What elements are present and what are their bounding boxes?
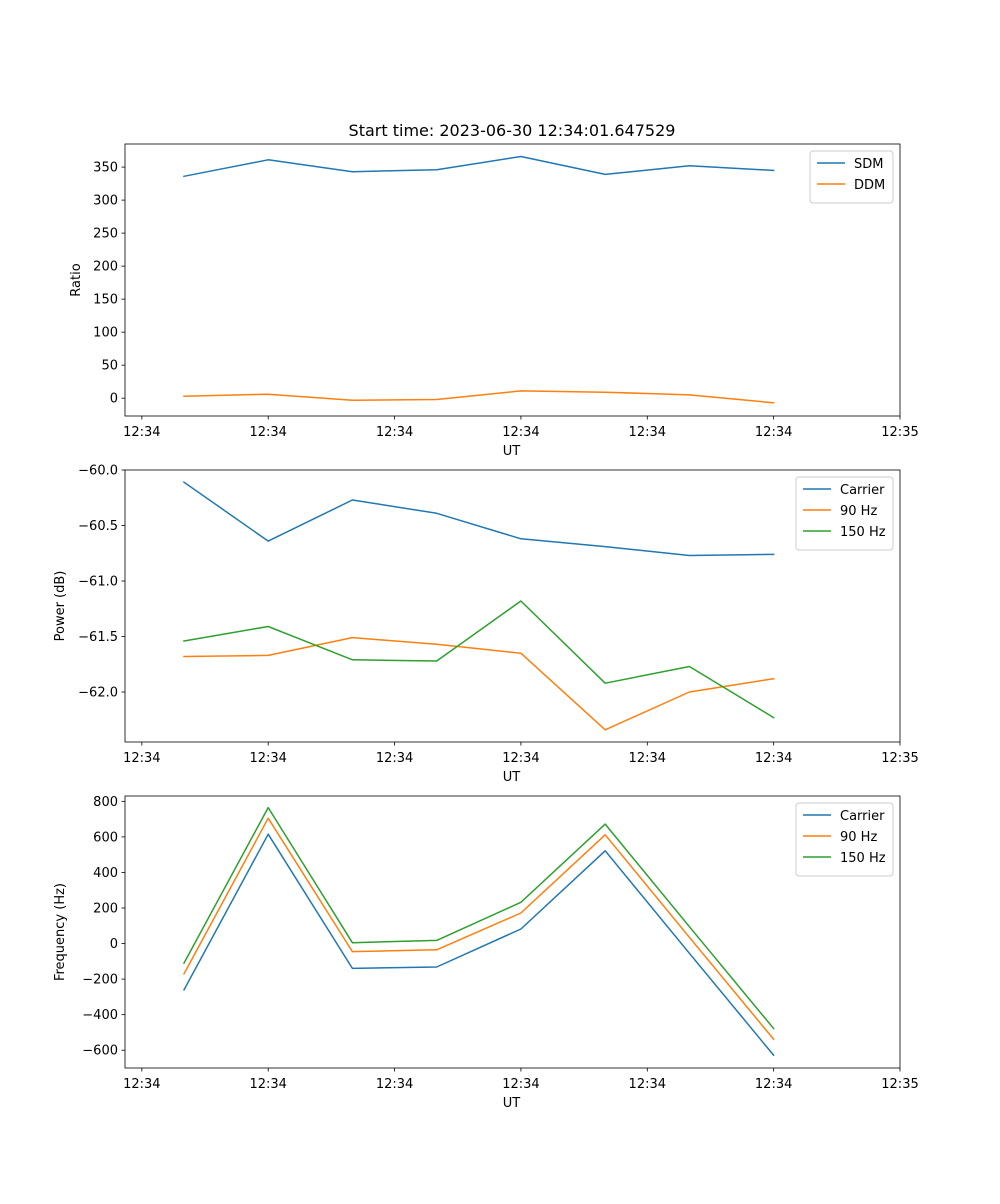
y-tick-label: 0 bbox=[110, 392, 118, 407]
chart-panel-1: 12:34 12:34 12:34 12:34 12:34 12:34 12:35 0 50 10… bbox=[69, 143, 919, 459]
y-tick-label: −600 bbox=[82, 1044, 118, 1059]
series-line-carrier bbox=[182, 833, 775, 1057]
y-tick-label: 400 bbox=[93, 866, 118, 881]
chart-panel-3: 12:34 12:34 12:34 12:34 12:34 12:34 12:35 −600 −… bbox=[53, 795, 919, 1111]
legend-label: 150 Hz bbox=[840, 525, 886, 540]
y-axis-label: Power (dB) bbox=[53, 571, 68, 642]
x-tick-label: 12:34 bbox=[249, 751, 286, 766]
legend-label: 150 Hz bbox=[840, 851, 886, 866]
x-axis-label: UT bbox=[503, 770, 521, 785]
series-line-90-hz bbox=[183, 636, 775, 731]
x-tick-label: 12:34 bbox=[123, 1077, 160, 1092]
y-tick-label: −400 bbox=[82, 1008, 118, 1023]
chart-title: Start time: 2023-06-30 12:34:01.647529 bbox=[349, 121, 676, 140]
x-tick-label: 12:34 bbox=[629, 751, 666, 766]
x-tick-label: 12:34 bbox=[755, 425, 792, 440]
y-tick-label: 50 bbox=[101, 359, 118, 374]
chart-panel-2: 12:34 12:34 12:34 12:34 12:34 12:34 12:35 −62.0… bbox=[53, 464, 919, 786]
y-tick-label: −61.5 bbox=[78, 630, 118, 645]
x-tick-label: 12:35 bbox=[881, 425, 918, 440]
x-tick-label: 12:34 bbox=[502, 1077, 539, 1092]
x-tick-label: 12:34 bbox=[249, 425, 286, 440]
y-tick-label: 250 bbox=[93, 227, 118, 242]
x-tick-label: 12:35 bbox=[881, 1077, 918, 1092]
y-tick-label: −61.0 bbox=[78, 575, 118, 590]
x-tick-label: 12:34 bbox=[755, 1077, 792, 1092]
legend-label: SDM bbox=[854, 157, 883, 172]
y-tick-label: 350 bbox=[93, 161, 118, 176]
y-tick-label: −200 bbox=[82, 973, 118, 988]
x-tick-label: 12:34 bbox=[376, 751, 413, 766]
series-line-sdm bbox=[183, 155, 775, 178]
legend-label: Carrier bbox=[840, 483, 885, 498]
plot-frame bbox=[124, 143, 901, 417]
plot-frame bbox=[124, 795, 901, 1069]
y-tick-label: 300 bbox=[93, 194, 118, 209]
x-axis-label: UT bbox=[503, 1096, 521, 1111]
legend-label: DDM bbox=[854, 178, 885, 193]
y-tick-label: 100 bbox=[93, 326, 118, 341]
y-tick-label: 800 bbox=[93, 795, 118, 810]
x-tick-label: 12:34 bbox=[502, 751, 539, 766]
x-tick-label: 12:34 bbox=[376, 1077, 413, 1092]
plot-frame bbox=[124, 469, 901, 743]
y-axis-label: Frequency (Hz) bbox=[53, 883, 68, 981]
series-line-carrier bbox=[182, 481, 775, 557]
series-line-150-hz bbox=[182, 806, 775, 1030]
series-line-150-hz bbox=[183, 600, 775, 719]
legend-label: 90 Hz bbox=[840, 830, 877, 845]
x-axis-label: UT bbox=[503, 444, 521, 459]
y-tick-label: −60.0 bbox=[78, 464, 118, 479]
x-tick-label: 12:35 bbox=[881, 751, 918, 766]
y-tick-label: 150 bbox=[93, 293, 118, 308]
y-tick-label: 200 bbox=[93, 902, 118, 917]
legend-label: Carrier bbox=[840, 809, 885, 824]
y-axis-label: Ratio bbox=[69, 263, 84, 296]
x-tick-label: 12:34 bbox=[629, 425, 666, 440]
y-tick-label: −62.0 bbox=[78, 686, 118, 701]
y-tick-label: 600 bbox=[93, 830, 118, 845]
legend-box bbox=[809, 150, 894, 204]
series-line-90-hz bbox=[182, 817, 775, 1041]
y-tick-label: 200 bbox=[93, 260, 118, 275]
y-tick-label: −60.5 bbox=[78, 519, 118, 534]
x-tick-label: 12:34 bbox=[249, 1077, 286, 1092]
x-tick-label: 12:34 bbox=[123, 751, 160, 766]
series-line-ddm bbox=[183, 390, 775, 404]
legend-label: 90 Hz bbox=[840, 504, 877, 519]
y-tick-label: 0 bbox=[110, 937, 118, 952]
x-tick-label: 12:34 bbox=[502, 425, 539, 440]
x-tick-label: 12:34 bbox=[376, 425, 413, 440]
x-tick-label: 12:34 bbox=[123, 425, 160, 440]
x-tick-label: 12:34 bbox=[755, 751, 792, 766]
x-tick-label: 12:34 bbox=[629, 1077, 666, 1092]
